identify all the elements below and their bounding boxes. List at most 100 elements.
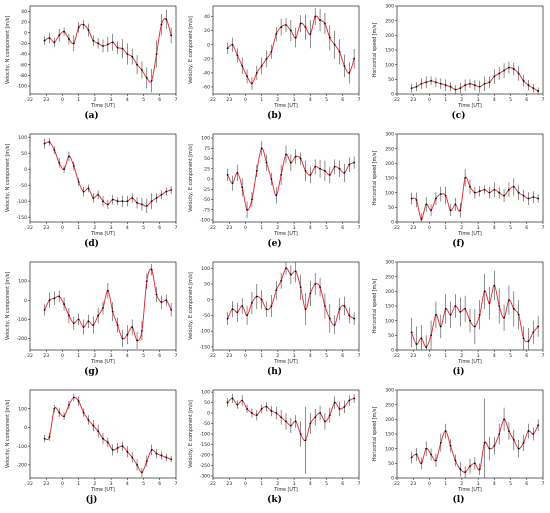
plot-frame: [29, 389, 177, 479]
data-point: [454, 305, 457, 307]
data-point: [444, 84, 447, 87]
data-point: [294, 155, 297, 158]
data-point: [338, 50, 341, 53]
x-tick-label: 6: [525, 353, 528, 359]
data-point: [314, 416, 317, 419]
data-point: [160, 193, 163, 196]
data-point: [532, 87, 535, 90]
data-point: [430, 334, 432, 337]
data-point: [116, 200, 119, 203]
x-tick-label: 7: [542, 97, 545, 103]
x-tick-label: 7: [175, 225, 178, 231]
data-point: [522, 79, 525, 82]
data-point: [517, 72, 520, 75]
x-tick-label: 0: [61, 481, 64, 487]
data-point: [226, 317, 229, 320]
data-point: [483, 82, 486, 85]
data-point: [435, 313, 437, 316]
x-tick-label: 1: [260, 353, 263, 359]
x-tick-label: 0: [244, 353, 247, 359]
data-point: [430, 453, 432, 456]
x-tick-label: 1: [77, 97, 80, 103]
data-point: [111, 449, 114, 451]
data-point: [116, 324, 119, 327]
data-point: [43, 39, 46, 42]
x-tick-label: 4: [126, 353, 129, 359]
y-tick-label: -150: [17, 215, 28, 221]
x-tick-label: 4: [493, 225, 496, 231]
x-axis-label: Time [UT]: [273, 231, 298, 237]
data-point: [141, 203, 143, 206]
y-axis-label: Velocity, N component [m/s]: [5, 272, 11, 340]
x-axis-label: Time [UT]: [90, 359, 115, 365]
data-point: [241, 305, 244, 307]
y-tick-label: -50: [202, 313, 210, 319]
data-point: [155, 452, 158, 455]
data-point: [48, 299, 51, 302]
data-point: [150, 268, 153, 271]
data-point: [280, 26, 283, 29]
data-point: [522, 337, 525, 340]
data-point: [314, 165, 317, 168]
data-point: [289, 29, 292, 32]
data-point: [160, 23, 163, 26]
data-point: [444, 430, 447, 432]
data-point: [111, 310, 114, 313]
x-tick-label: 5: [142, 97, 145, 103]
panel-g: 22 23 0 1 2 3 4 5 6 7 -200 -100 0 100 Time [UT] Velocit…: [0, 256, 183, 384]
y-tick-label: -80: [19, 73, 27, 79]
data-point: [410, 331, 413, 334]
x-tick-label: 23: [410, 97, 416, 103]
data-point: [87, 419, 90, 421]
x-tick-label: 1: [77, 353, 80, 359]
x-tick-label: 6: [341, 481, 344, 487]
panel-l: 22 23 0 1 2 3 4 5 6 7 0 50 100 150 200 250 300 Time [UT] H…: [367, 384, 550, 512]
data-point: [319, 286, 321, 289]
data-point: [270, 305, 273, 307]
data-point: [527, 430, 530, 432]
data-point: [106, 43, 109, 46]
x-tick-label: 7: [175, 353, 178, 359]
data-point: [493, 444, 496, 447]
data-point: [527, 340, 530, 343]
data-point: [348, 163, 351, 166]
x-tick-label: 4: [126, 481, 129, 487]
x-tick-label: 1: [260, 97, 263, 103]
panel-caption: (d): [84, 239, 99, 249]
data-point: [270, 50, 273, 53]
y-tick-label: 50: [388, 333, 394, 339]
data-point: [333, 43, 336, 46]
y-tick-label: 50: [204, 282, 210, 288]
data-point: [338, 308, 341, 311]
data-point: [299, 286, 302, 289]
data-point: [469, 185, 471, 188]
data-point: [102, 45, 104, 47]
data-point: [116, 447, 119, 449]
data-point: [299, 433, 302, 435]
y-tick-label: 0: [207, 42, 210, 48]
y-tick-label: -100: [17, 317, 28, 323]
data-point: [145, 77, 148, 79]
y-tick-label: -20: [202, 56, 210, 62]
data-point: [170, 458, 173, 461]
data-point: [532, 331, 535, 334]
data-point: [141, 471, 143, 474]
data-point: [309, 422, 312, 425]
y-tick-label: -50: [202, 421, 210, 427]
data-point: [430, 209, 432, 212]
data-point: [537, 325, 540, 328]
data-point: [68, 314, 70, 317]
data-point: [141, 69, 143, 71]
data-point: [43, 142, 46, 145]
data-point: [425, 346, 428, 348]
y-tick-label: 100: [18, 135, 27, 141]
x-tick-label: 0: [428, 225, 431, 231]
x-axis-label: Time [UT]: [457, 103, 482, 109]
x-tick-label: 6: [341, 97, 344, 103]
panel-b: 22 23 0 1 2 3 4 5 6 7 -60 -40 -20 0 20 40 Time [UT] Veloc…: [183, 0, 366, 128]
data-point: [498, 191, 501, 194]
data-point: [58, 411, 61, 414]
data-layer: [43, 9, 173, 93]
data-point: [464, 471, 467, 474]
